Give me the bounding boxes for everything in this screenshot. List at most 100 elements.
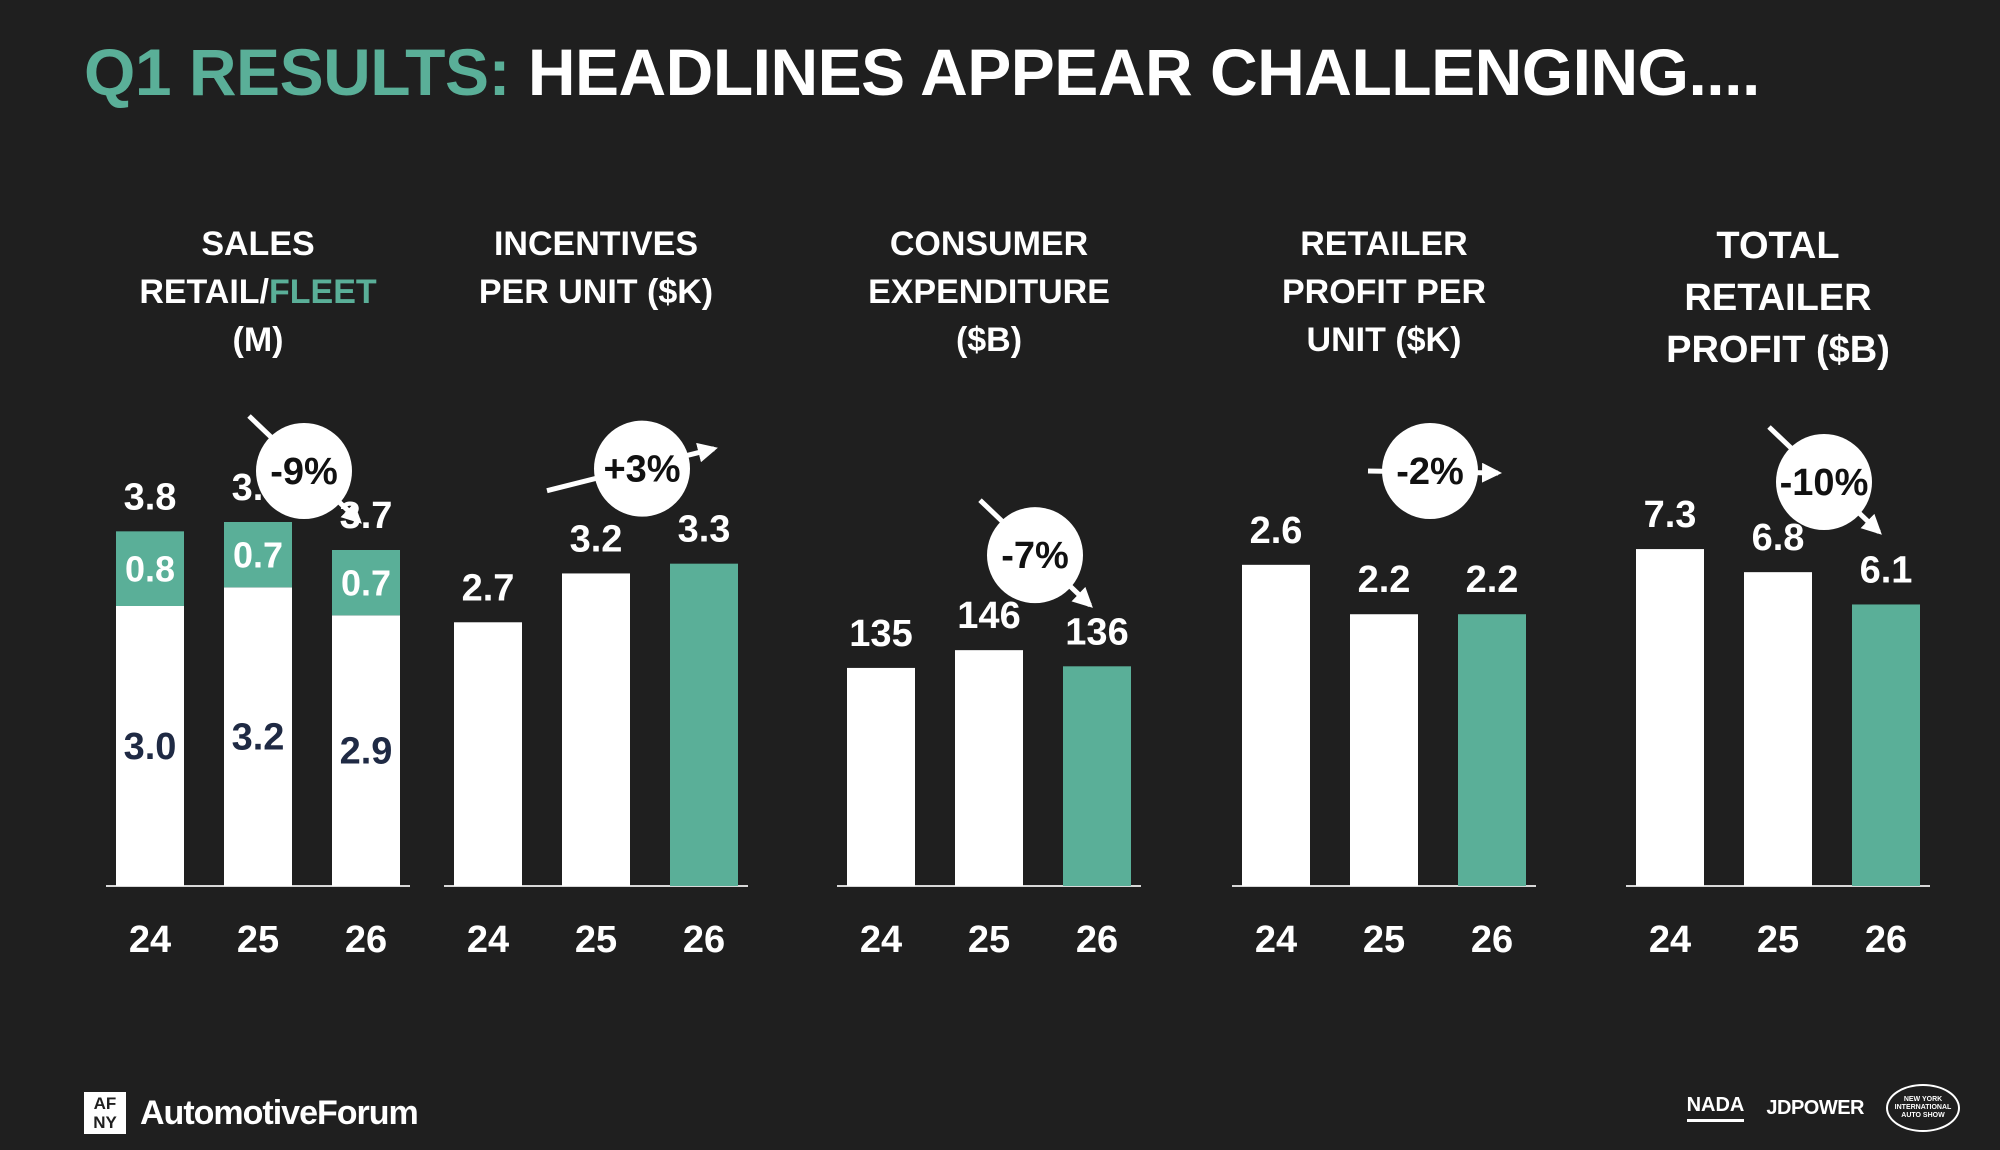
bar — [1242, 564, 1310, 886]
retail-value-label: 3.2 — [232, 717, 285, 759]
fleet-value-label: 0.7 — [233, 535, 283, 576]
bar-value-label: 146 — [957, 595, 1020, 637]
change-label: -2% — [1396, 451, 1464, 493]
change-label: -7% — [1001, 535, 1069, 577]
chart-title-text: TOTAL — [1716, 225, 1839, 267]
bar — [1744, 572, 1812, 886]
total-value-label: 3.7 — [340, 495, 393, 537]
total-value-label: 3.8 — [124, 476, 177, 518]
change-label: -9% — [270, 451, 338, 493]
x-tick-label: 25 — [237, 919, 279, 961]
x-tick-label: 24 — [1255, 919, 1297, 961]
x-tick-label: 24 — [467, 919, 509, 961]
x-tick-label: 25 — [1757, 919, 1799, 961]
retail-value-label: 2.9 — [340, 731, 393, 773]
bar-value-label: 3.2 — [570, 518, 623, 560]
chart-2: INCENTIVES PER UNIT ($K) 2.7 24 3.2 25 3.3 26 +3… — [444, 225, 748, 961]
page-title: Q1 RESULTS: HEADLINES APPEAR CHALLENGING… — [84, 34, 1760, 110]
change-bubble — [1776, 434, 1872, 530]
chart-title-line: PER UNIT ($K) — [479, 273, 713, 311]
partner-nada: NADA — [1686, 1094, 1745, 1122]
retail-value-label: 3.0 — [124, 726, 177, 768]
bar-retail — [116, 606, 184, 886]
chart-title-line: CONSUMER — [890, 225, 1088, 263]
af-ny-logo-icon: AF NY — [84, 1092, 126, 1134]
chart-title-text: RETAIL/ — [139, 273, 269, 311]
x-tick-label: 24 — [860, 919, 902, 961]
bar-value-label: 2.6 — [1250, 510, 1303, 552]
chart-title-line: RETAILER — [1684, 277, 1871, 319]
chart-1: SALESRETAIL/FLEET(M)3.00.83.8243.20.73.9… — [106, 225, 410, 961]
chart-title-text: EXPENDITURE — [868, 273, 1110, 311]
partner-logos: NADA JDPOWER NEW YORK INTERNATIONAL AUTO… — [1686, 1084, 1960, 1132]
bar — [1458, 614, 1526, 886]
bar — [1350, 614, 1418, 886]
chart-title-line: RETAIL/FLEET — [139, 273, 377, 311]
x-tick-label: 24 — [1649, 919, 1691, 961]
bar — [1636, 549, 1704, 886]
chart-title-text: SALES — [201, 225, 314, 263]
x-tick-label: 26 — [1865, 919, 1907, 961]
brand-name: AutomotiveForum — [140, 1093, 419, 1132]
bar — [955, 650, 1023, 886]
change-bubble — [1382, 423, 1478, 519]
bar — [454, 622, 522, 886]
bar — [562, 573, 630, 886]
chart-title-text: PROFIT ($B) — [1666, 329, 1890, 371]
x-tick-label: 26 — [683, 919, 725, 961]
x-tick-label: 24 — [129, 919, 171, 961]
bar-retail — [224, 587, 292, 886]
x-tick-label: 26 — [345, 919, 387, 961]
bar-fleet — [332, 550, 400, 616]
partner-auto-show-badge: NEW YORK INTERNATIONAL AUTO SHOW — [1886, 1084, 1960, 1132]
bar-fleet — [224, 522, 292, 588]
change-label: +3% — [603, 449, 680, 491]
chart-4: RETAILER PROFIT PER UNIT ($K) 2.6 24 2.2 25 2.2… — [1232, 225, 1536, 961]
chart-title-text: PROFIT PER — [1282, 273, 1486, 311]
change-label: -10% — [1780, 462, 1869, 504]
chart-3: CONSUMER EXPENDITURE ($B) 135 24 146 25 136 26 -7… — [837, 225, 1141, 961]
bar-value-label: 6.1 — [1860, 549, 1913, 591]
bar — [670, 563, 738, 886]
bar-value-label: 2.7 — [462, 567, 515, 609]
logo-top-text: AF — [93, 1094, 117, 1113]
bar — [1852, 604, 1920, 886]
change-bubble — [987, 507, 1083, 604]
x-tick-label: 26 — [1076, 919, 1118, 961]
chart-title-line: INCENTIVES — [494, 225, 698, 263]
chart-title-line: TOTAL — [1716, 225, 1839, 267]
x-tick-label: 25 — [1363, 919, 1405, 961]
bar-value-label: 136 — [1065, 611, 1128, 653]
bar-value-label: 2.2 — [1466, 559, 1519, 601]
title-rest: HEADLINES APPEAR CHALLENGING.... — [527, 35, 1760, 109]
chart-title-line: PROFIT ($B) — [1666, 329, 1890, 371]
chart-title-line: RETAILER — [1300, 225, 1467, 263]
fleet-value-label: 0.7 — [341, 563, 391, 604]
chart-title-text: RETAILER — [1300, 225, 1467, 263]
logo-bottom-text: NY — [93, 1113, 117, 1132]
chart-title-text: ($B) — [956, 321, 1022, 359]
chart-title-line: EXPENDITURE — [868, 273, 1110, 311]
bar-value-label: 135 — [849, 613, 912, 655]
title-accent: Q1 RESULTS: — [84, 35, 510, 109]
chart-title-line: PROFIT PER — [1282, 273, 1486, 311]
x-tick-label: 26 — [1471, 919, 1513, 961]
bar-value-label: 7.3 — [1644, 494, 1697, 536]
chart-title-text: UNIT ($K) — [1307, 321, 1462, 359]
chart-title-line: UNIT ($K) — [1307, 321, 1462, 359]
partner-jdpower: JDPOWER — [1766, 1096, 1864, 1119]
chart-title-line: (M) — [233, 321, 284, 359]
bar-value-label: 3.3 — [678, 509, 731, 551]
footer-logo: AF NY AutomotiveForum — [84, 1092, 419, 1134]
chart-title-text: CONSUMER — [890, 225, 1088, 263]
chart-title-line: SALES — [201, 225, 314, 263]
bar-value-label: 6.8 — [1752, 517, 1805, 559]
bar — [847, 667, 915, 886]
chart-5: TOTAL RETAILER PROFIT ($B) 7.3 24 6.8 25 6.1 26 -… — [1626, 225, 1930, 961]
x-tick-label: 25 — [968, 919, 1010, 961]
bar-retail — [332, 615, 400, 886]
change-bubble — [594, 420, 690, 517]
bar — [1063, 666, 1131, 886]
chart-title-text: RETAILER — [1684, 277, 1871, 319]
x-tick-label: 25 — [575, 919, 617, 961]
